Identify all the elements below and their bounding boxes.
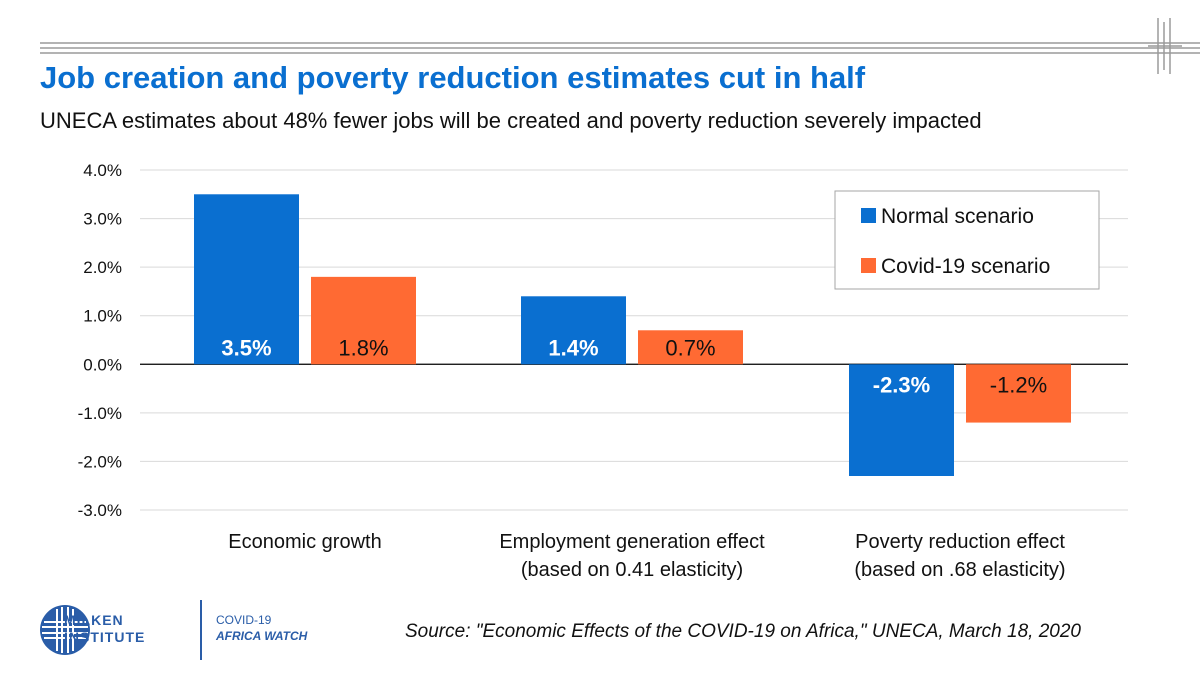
bar-normal [521, 296, 626, 365]
y-tick-label: -2.0% [78, 452, 122, 471]
legend-swatch [861, 258, 876, 273]
bar-covid [966, 364, 1071, 423]
page-subtitle: UNECA estimates about 48% fewer jobs wil… [40, 108, 982, 133]
header-rule [40, 42, 1200, 54]
data-label: 0.7% [665, 335, 715, 360]
milken-logo-icon [40, 605, 90, 655]
data-label: -1.2% [990, 372, 1047, 397]
corner-lattice-icon [1148, 18, 1182, 74]
bar-normal [194, 194, 299, 365]
x-category-label: Poverty reduction effect [855, 531, 1065, 553]
y-tick-label: 4.0% [83, 161, 122, 180]
bar-covid [311, 276, 416, 365]
data-label: 3.5% [221, 335, 271, 360]
legend-label: Normal scenario [881, 205, 1034, 228]
x-category-label: (based on .68 elasticity) [854, 559, 1065, 581]
y-tick-label: -1.0% [78, 404, 122, 423]
source-note: Source: "Economic Effects of the COVID-1… [405, 621, 1081, 642]
legend-label: Covid-19 scenario [881, 255, 1050, 278]
program-line1: COVID-19 [216, 613, 272, 627]
data-label: 1.8% [338, 335, 388, 360]
y-tick-label: 1.0% [83, 307, 122, 326]
y-tick-label: 2.0% [83, 258, 122, 277]
logo-name-line2: INSTITUTE [64, 629, 146, 645]
data-label: -2.3% [873, 372, 930, 397]
bar-normal [849, 364, 954, 476]
logo-name-line1: MILKEN [64, 612, 124, 628]
bar-covid [638, 330, 743, 365]
x-category-label: (based on 0.41 elasticity) [521, 559, 743, 581]
footer-divider [200, 600, 202, 660]
page-title: Job creation and poverty reduction estim… [40, 60, 866, 95]
x-category-label: Economic growth [228, 531, 381, 553]
y-tick-label: -3.0% [78, 501, 122, 520]
program-line2: AFRICA WATCH [216, 629, 308, 643]
y-tick-label: 0.0% [83, 355, 122, 374]
legend-swatch [861, 208, 876, 223]
legend [834, 190, 1100, 290]
x-category-label: Employment generation effect [499, 531, 765, 553]
y-tick-label: 3.0% [83, 210, 122, 229]
data-label: 1.4% [548, 335, 598, 360]
